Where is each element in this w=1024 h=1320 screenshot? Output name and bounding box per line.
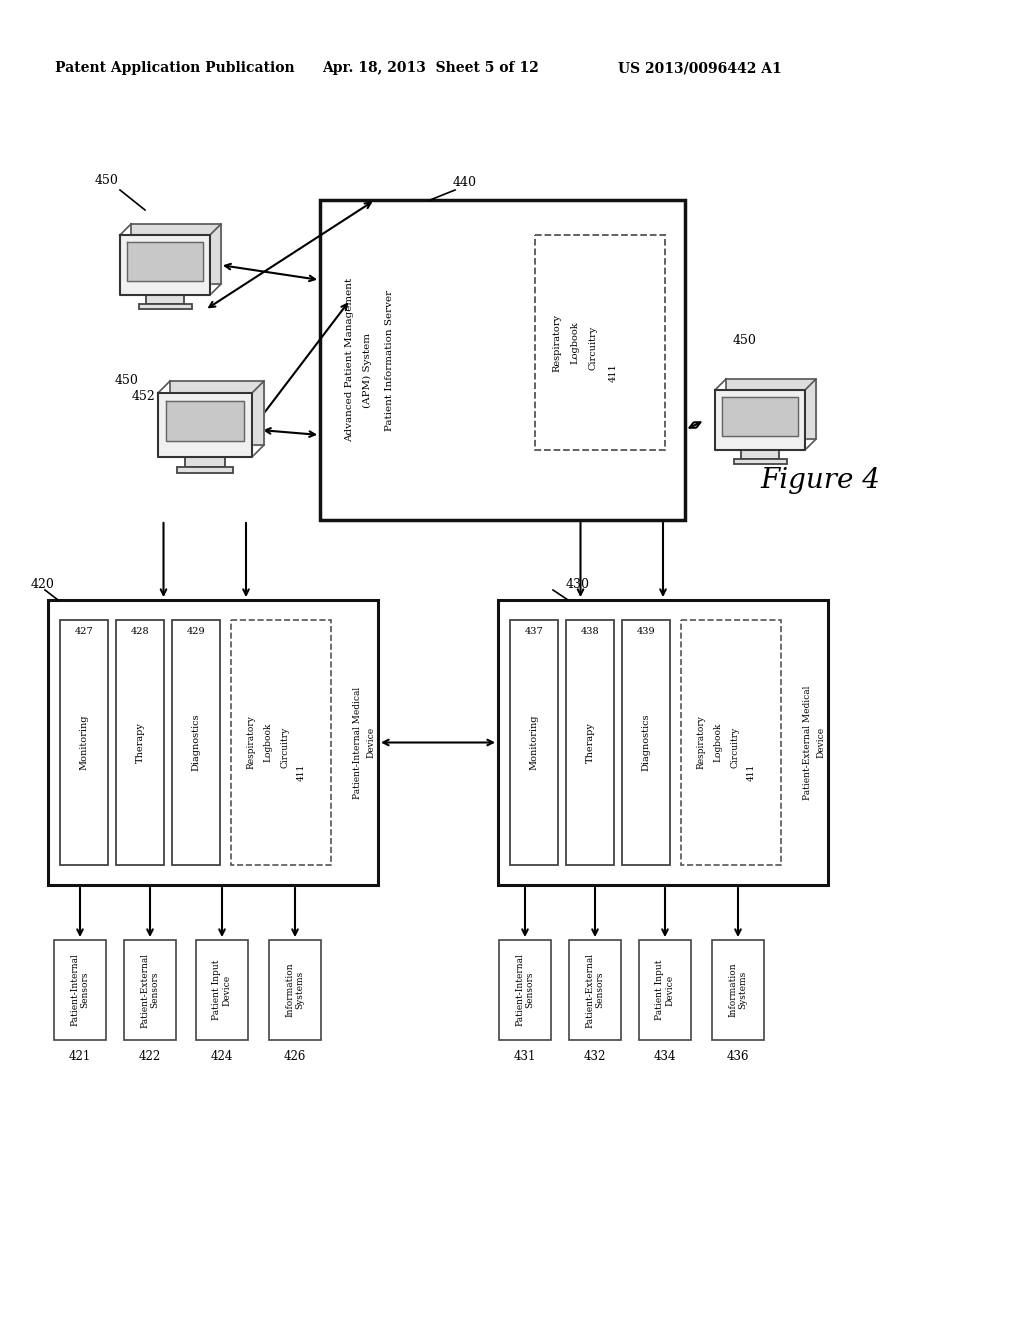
- Text: Monitoring: Monitoring: [80, 714, 88, 771]
- Text: Device: Device: [367, 727, 376, 758]
- Bar: [499, 940, 551, 1040]
- Text: Patient-External
Sensors: Patient-External Sensors: [140, 953, 160, 1027]
- Bar: [569, 940, 621, 1040]
- Text: Diagnostics: Diagnostics: [191, 714, 201, 771]
- Text: Respiratory: Respiratory: [553, 314, 561, 371]
- Bar: [712, 940, 764, 1040]
- Bar: [622, 620, 670, 865]
- Text: Device: Device: [816, 727, 825, 758]
- Bar: [196, 940, 248, 1040]
- Text: 428: 428: [131, 627, 150, 636]
- Polygon shape: [170, 381, 264, 445]
- Text: Patient Input
Device: Patient Input Device: [655, 960, 675, 1020]
- Bar: [269, 940, 321, 1040]
- Text: 452: 452: [131, 391, 155, 404]
- Text: 424: 424: [211, 1049, 233, 1063]
- Bar: [60, 620, 108, 865]
- Text: Information
Systems: Information Systems: [728, 962, 748, 1018]
- Text: 411: 411: [297, 764, 305, 781]
- Text: Patient Input
Device: Patient Input Device: [212, 960, 231, 1020]
- Text: 439: 439: [637, 627, 655, 636]
- Bar: [681, 620, 781, 865]
- Bar: [146, 294, 184, 304]
- Text: 450: 450: [115, 374, 139, 387]
- Bar: [510, 620, 558, 865]
- Text: Apr. 18, 2013  Sheet 5 of 12: Apr. 18, 2013 Sheet 5 of 12: [322, 61, 539, 75]
- Text: Patient-Internal
Sensors: Patient-Internal Sensors: [515, 953, 535, 1027]
- Text: Logbook: Logbook: [714, 723, 723, 762]
- Bar: [319, 201, 685, 520]
- Text: Diagnostics: Diagnostics: [641, 714, 650, 771]
- Text: 429: 429: [186, 627, 206, 636]
- Polygon shape: [120, 235, 210, 294]
- Text: Respiratory: Respiratory: [696, 715, 706, 770]
- Text: 440: 440: [453, 177, 477, 190]
- Text: Circuitry: Circuitry: [281, 727, 290, 768]
- Bar: [124, 940, 176, 1040]
- Text: Logbook: Logbook: [263, 723, 272, 762]
- Bar: [54, 940, 106, 1040]
- Polygon shape: [722, 397, 798, 436]
- Text: 420: 420: [31, 578, 55, 591]
- Polygon shape: [726, 379, 816, 440]
- Text: Figure 4: Figure 4: [760, 466, 880, 494]
- Polygon shape: [715, 389, 805, 450]
- Text: Patient-External Medical: Patient-External Medical: [804, 685, 812, 800]
- Text: 432: 432: [584, 1049, 606, 1063]
- Bar: [231, 620, 331, 865]
- Text: 421: 421: [69, 1049, 91, 1063]
- Bar: [172, 620, 220, 865]
- Text: Patent Application Publication: Patent Application Publication: [55, 61, 295, 75]
- Bar: [498, 601, 828, 884]
- Bar: [566, 620, 614, 865]
- Polygon shape: [158, 393, 252, 457]
- Text: Patient Information Server: Patient Information Server: [385, 289, 394, 430]
- Text: 411: 411: [608, 363, 617, 381]
- Bar: [185, 457, 225, 467]
- Text: Respiratory: Respiratory: [247, 715, 256, 770]
- Text: 436: 436: [727, 1049, 750, 1063]
- Bar: [639, 940, 691, 1040]
- Bar: [741, 450, 779, 459]
- Bar: [139, 304, 193, 309]
- Text: Therapy: Therapy: [135, 722, 144, 763]
- Text: Monitoring: Monitoring: [529, 714, 539, 771]
- Polygon shape: [166, 401, 244, 441]
- Bar: [116, 620, 164, 865]
- Text: US 2013/0096442 A1: US 2013/0096442 A1: [618, 61, 782, 75]
- Text: Patient-External
Sensors: Patient-External Sensors: [586, 953, 605, 1027]
- Text: 427: 427: [75, 627, 93, 636]
- Text: 438: 438: [581, 627, 599, 636]
- Text: 430: 430: [566, 578, 590, 591]
- Bar: [48, 601, 378, 884]
- Text: Patient-Internal Medical: Patient-Internal Medical: [353, 686, 362, 799]
- Text: 437: 437: [524, 627, 544, 636]
- Text: Patient-Internal
Sensors: Patient-Internal Sensors: [71, 953, 90, 1027]
- Text: 450: 450: [733, 334, 757, 346]
- Text: Circuitry: Circuitry: [730, 727, 739, 768]
- Text: 411: 411: [746, 764, 756, 781]
- Polygon shape: [131, 224, 221, 284]
- Text: 434: 434: [653, 1049, 676, 1063]
- Bar: [734, 459, 787, 465]
- Bar: [535, 235, 665, 450]
- Text: 450: 450: [95, 173, 119, 186]
- Text: Circuitry: Circuitry: [589, 325, 597, 370]
- Text: Advanced Patient Management: Advanced Patient Management: [345, 279, 354, 442]
- Text: 422: 422: [139, 1049, 161, 1063]
- Text: Therapy: Therapy: [586, 722, 595, 763]
- Text: 431: 431: [514, 1049, 537, 1063]
- Text: (APM) System: (APM) System: [362, 333, 372, 408]
- Text: Logbook: Logbook: [570, 321, 580, 364]
- Bar: [177, 467, 233, 473]
- Text: 426: 426: [284, 1049, 306, 1063]
- Polygon shape: [127, 242, 203, 281]
- Text: Information
Systems: Information Systems: [286, 962, 305, 1018]
